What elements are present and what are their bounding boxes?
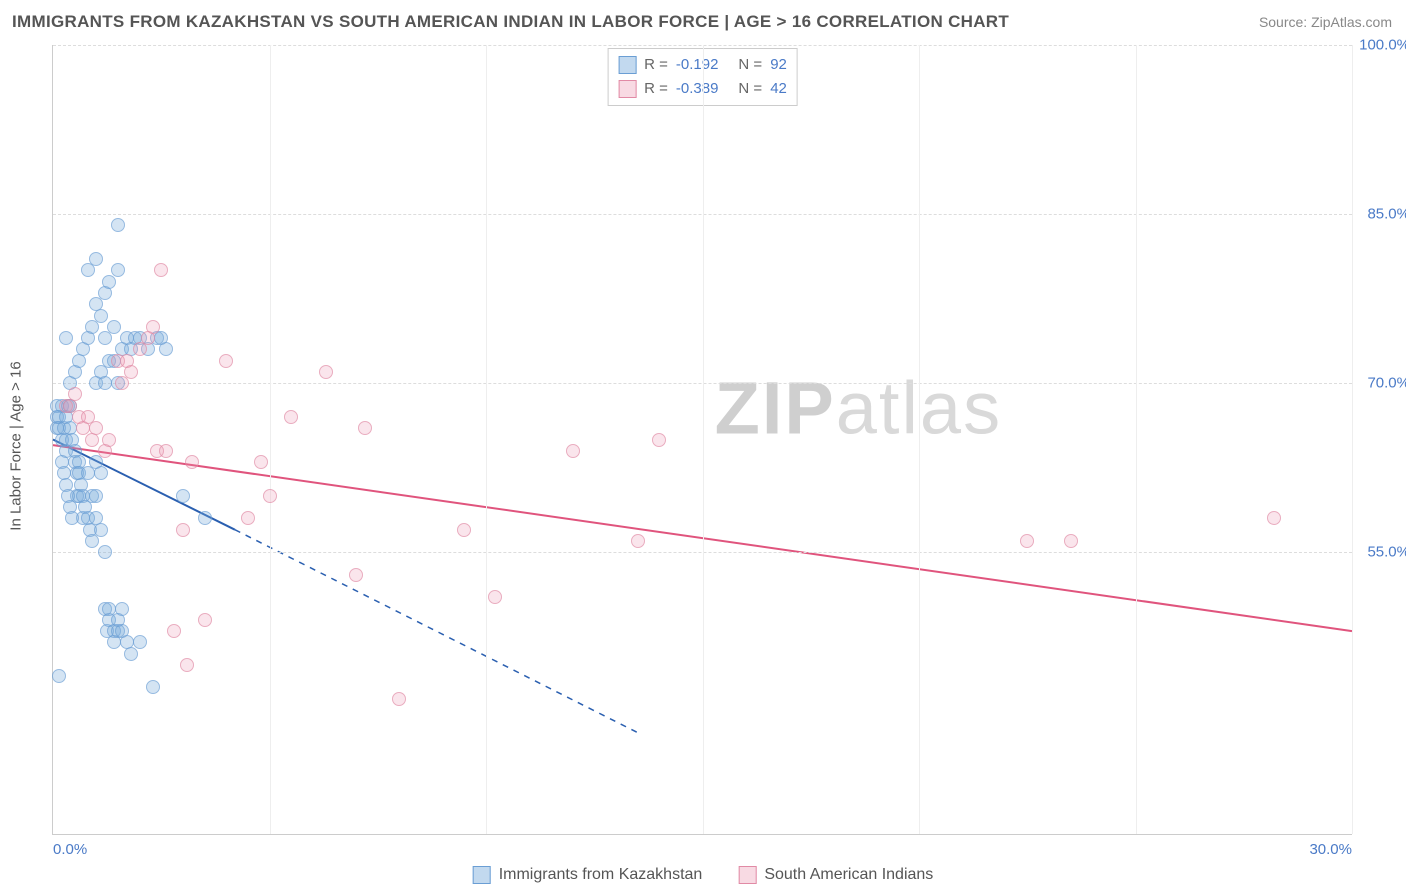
n-value-b: 42 — [770, 77, 787, 101]
data-point — [159, 444, 173, 458]
y-tick-label: 55.0% — [1358, 544, 1406, 561]
data-point — [392, 692, 406, 706]
data-point — [457, 523, 471, 537]
r-label-a: R = — [644, 53, 668, 77]
r-value-b: -0.389 — [676, 77, 719, 101]
data-point — [631, 534, 645, 548]
data-point — [488, 590, 502, 604]
n-label-b: N = — [738, 77, 762, 101]
data-point — [133, 635, 147, 649]
y-tick-label: 100.0% — [1358, 37, 1406, 54]
y-tick-label: 70.0% — [1358, 375, 1406, 392]
gridline-v — [703, 45, 704, 834]
data-point — [284, 410, 298, 424]
swatch-series-a-icon — [618, 56, 636, 74]
plot-area: ZIPatlas R = -0.192 N = 92 R = -0.389 N … — [52, 45, 1352, 835]
gridline-v — [919, 45, 920, 834]
gridline-v — [1136, 45, 1137, 834]
r-label-b: R = — [644, 77, 668, 101]
data-point — [185, 455, 199, 469]
data-point — [111, 218, 125, 232]
data-point — [98, 545, 112, 559]
legend-item-b: South American Indians — [738, 866, 933, 884]
chart-title: IMMIGRANTS FROM KAZAKHSTAN VS SOUTH AMER… — [12, 12, 1009, 32]
data-point — [652, 433, 666, 447]
data-point — [124, 365, 138, 379]
data-point — [68, 387, 82, 401]
data-point — [94, 309, 108, 323]
gridline-v — [486, 45, 487, 834]
data-point — [1064, 534, 1078, 548]
swatch-series-b-icon — [618, 80, 636, 98]
data-point — [358, 421, 372, 435]
gridline-v — [1352, 45, 1353, 834]
data-point — [94, 523, 108, 537]
y-axis-label: In Labor Force | Age > 16 — [8, 361, 25, 530]
legend-label-a: Immigrants from Kazakhstan — [499, 866, 703, 884]
data-point — [198, 613, 212, 627]
data-point — [89, 252, 103, 266]
data-point — [254, 455, 268, 469]
legend-swatch-b-icon — [738, 866, 756, 884]
data-point — [111, 263, 125, 277]
bottom-legend: Immigrants from Kazakhstan South America… — [473, 866, 934, 884]
n-value-a: 92 — [770, 53, 787, 77]
data-point — [146, 680, 160, 694]
data-point — [154, 331, 168, 345]
data-point — [146, 320, 160, 334]
data-point — [176, 523, 190, 537]
data-point — [180, 658, 194, 672]
watermark-zip: ZIP — [715, 366, 836, 449]
trend-line-dashed — [235, 530, 638, 733]
data-point — [107, 320, 121, 334]
watermark: ZIPatlas — [715, 365, 1002, 450]
data-point — [98, 376, 112, 390]
n-label-a: N = — [738, 53, 762, 77]
legend-label-b: South American Indians — [764, 866, 933, 884]
data-point — [241, 511, 255, 525]
x-tick-label: 0.0% — [53, 841, 87, 858]
data-point — [65, 511, 79, 525]
data-point — [319, 365, 333, 379]
legend-swatch-a-icon — [473, 866, 491, 884]
data-point — [198, 511, 212, 525]
data-point — [59, 331, 73, 345]
data-point — [349, 568, 363, 582]
r-value-a: -0.192 — [676, 53, 719, 77]
y-tick-label: 85.0% — [1358, 206, 1406, 223]
source-name: ZipAtlas.com — [1311, 14, 1392, 30]
data-point — [176, 489, 190, 503]
source-label: Source: ZipAtlas.com — [1259, 14, 1392, 30]
data-point — [263, 489, 277, 503]
legend-item-a: Immigrants from Kazakhstan — [473, 866, 703, 884]
data-point — [154, 263, 168, 277]
data-point — [52, 669, 66, 683]
data-point — [167, 624, 181, 638]
data-point — [94, 466, 108, 480]
data-point — [89, 421, 103, 435]
data-point — [566, 444, 580, 458]
chart-container: IMMIGRANTS FROM KAZAKHSTAN VS SOUTH AMER… — [0, 0, 1406, 892]
data-point — [1267, 511, 1281, 525]
data-point — [219, 354, 233, 368]
x-tick-label: 30.0% — [1309, 841, 1352, 858]
source-prefix: Source: — [1259, 14, 1311, 30]
gridline-v — [270, 45, 271, 834]
data-point — [102, 433, 116, 447]
data-point — [115, 602, 129, 616]
data-point — [1020, 534, 1034, 548]
data-point — [89, 489, 103, 503]
